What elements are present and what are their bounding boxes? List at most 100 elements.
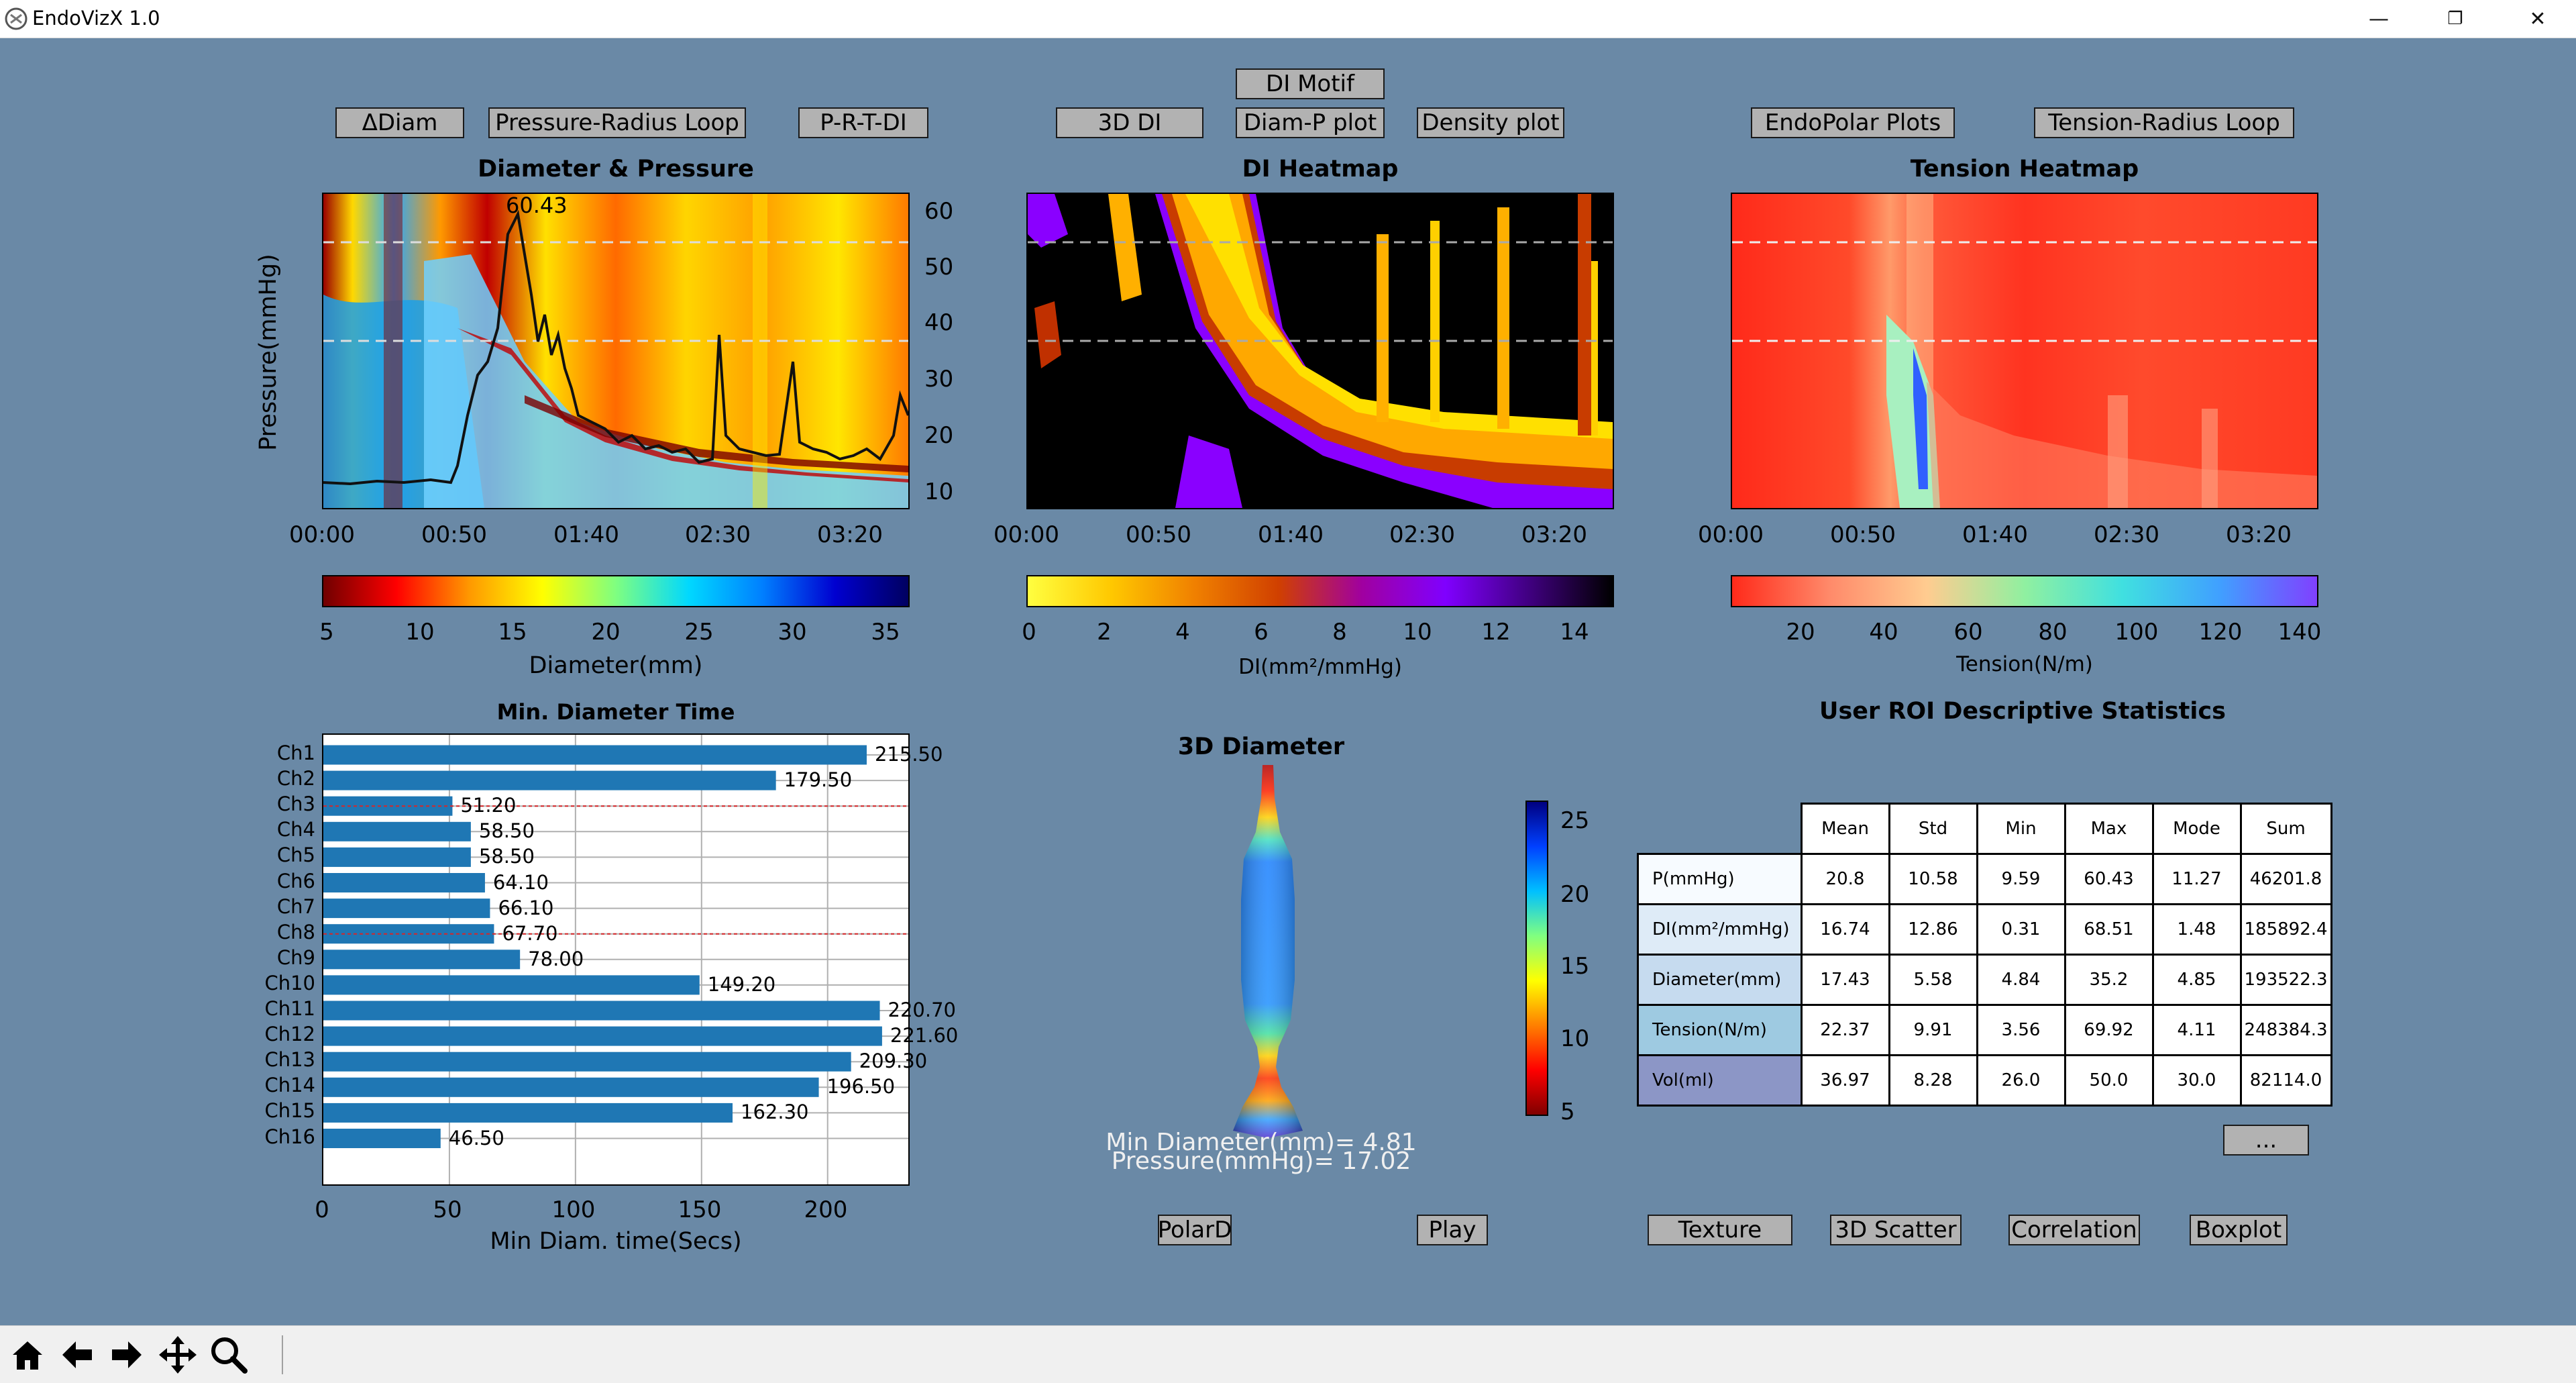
colorbar-tick: 20 (1560, 881, 1590, 908)
di-heatmap-title: DI Heatmap (1242, 156, 1399, 183)
x-tick: 00:00 (994, 521, 1059, 548)
category-label: Ch12 (264, 1023, 315, 1046)
colorbar-tick: 30 (777, 619, 807, 646)
restore-button[interactable]: ❐ (2447, 9, 2463, 29)
di-motif-button[interactable]: DI Motif (1236, 68, 1385, 99)
toolbar-separator (282, 1335, 283, 1374)
stats-cell: 16.74 (1800, 903, 1890, 956)
stats-cell: 26.0 (1976, 1054, 2066, 1107)
stats-cell: 9.59 (1976, 853, 2066, 905)
forward-arrow-icon[interactable] (105, 1333, 149, 1377)
di-heatmap-plot[interactable] (1026, 193, 1614, 509)
texture-button[interactable]: Texture (1648, 1215, 1792, 1245)
3d-diameter-vessel[interactable] (1228, 765, 1308, 1141)
pan-icon[interactable] (156, 1333, 200, 1377)
category-label: Ch2 (276, 767, 315, 790)
stats-cell: 11.27 (2151, 853, 2242, 905)
bar-value-label: 66.10 (498, 896, 554, 919)
x-tick: 02:30 (1389, 521, 1455, 548)
category-label: Ch15 (264, 1099, 315, 1123)
bar-value-label: 179.50 (784, 768, 853, 792)
stats-cell: 193522.3 (2239, 954, 2332, 1006)
3d-scatter-button[interactable]: 3D Scatter (1830, 1215, 1962, 1245)
stats-row-label: Tension(N/m) (1637, 1004, 1803, 1056)
bar-ch4 (323, 821, 471, 841)
category-label: Ch9 (276, 945, 315, 969)
stats-cell: 22.37 (1800, 1004, 1890, 1056)
endopolar-plots-button[interactable]: EndoPolar Plots (1751, 107, 1955, 138)
polard-button[interactable]: PolarD (1158, 1215, 1232, 1245)
min-diameter-time-plot[interactable] (322, 733, 910, 1186)
close-button[interactable]: ✕ (2529, 7, 2546, 31)
stats-cell: 4.84 (1976, 954, 2066, 1006)
correlation-button[interactable]: Correlation (2008, 1215, 2140, 1245)
bar-value-label: 196.50 (826, 1075, 896, 1098)
colorbar-tick: 15 (1560, 953, 1590, 980)
stats-row-label: Vol(ml) (1637, 1054, 1803, 1107)
3d-di-button[interactable]: 3D DI (1056, 107, 1203, 138)
bar-value-label: 149.20 (707, 972, 776, 996)
stats-cell: 36.97 (1800, 1054, 1890, 1107)
bar-value-label: 220.70 (888, 998, 956, 1021)
y-tick: 50 (924, 254, 954, 280)
colorbar-tick: 4 (1175, 619, 1190, 646)
stats-header: Min (1976, 803, 2066, 855)
bar-ch14 (323, 1077, 819, 1097)
stats-cell: 30.0 (2151, 1054, 2242, 1107)
x-tick: 03:20 (817, 521, 883, 548)
colorbar-tick: 60 (1953, 619, 1983, 646)
x-tick: 03:20 (2226, 521, 2292, 548)
delta-diam-button[interactable]: ΔDiam (335, 107, 464, 138)
bar-ch16 (323, 1129, 441, 1148)
bar-ch15 (323, 1103, 733, 1123)
bar-ch12 (323, 1026, 882, 1046)
stats-header: Mean (1800, 803, 1890, 855)
more-stats-button[interactable]: ... (2223, 1125, 2309, 1156)
stats-row-label: P(mmHg) (1637, 853, 1803, 905)
colorbar-tick: 35 (871, 619, 900, 646)
zoom-icon[interactable] (207, 1333, 251, 1377)
bar-ch13 (323, 1052, 851, 1072)
stats-row: Diameter(mm) 17.43 5.58 4.84 35.2 4.85 1… (1637, 954, 2332, 1006)
colorbar-tick: 2 (1097, 619, 1112, 646)
home-icon[interactable] (5, 1333, 50, 1377)
stats-cell: 8.28 (1888, 1054, 1978, 1107)
pressure-readout: Pressure(mmHg)= 17.02 (1111, 1147, 1411, 1175)
prtdi-button[interactable]: P-R-T-DI (798, 107, 928, 138)
x-tick: 01:40 (553, 521, 619, 548)
stats-cell: 5.58 (1888, 954, 1978, 1006)
y-tick: 40 (924, 309, 954, 336)
x-tick: 200 (804, 1196, 848, 1223)
stats-title: User ROI Descriptive Statistics (1819, 698, 2226, 725)
tension-radius-loop-button[interactable]: Tension-Radius Loop (2034, 107, 2294, 138)
category-label: Ch13 (264, 1048, 315, 1072)
diameter-pressure-plot[interactable]: 60.43 (322, 193, 910, 509)
bar-value-label: 51.20 (460, 794, 517, 817)
x-tick: 00:00 (289, 521, 355, 548)
x-tick: 00:00 (1698, 521, 1764, 548)
stats-cell: 248384.3 (2239, 1004, 2332, 1056)
stats-table: Mean Std Min Max Mode Sum P(mmHg) 20.8 1… (1637, 803, 2332, 1107)
stats-cell: 1.48 (2151, 903, 2242, 956)
bar-value-label: 162.30 (741, 1100, 809, 1124)
colorbar-tick: 100 (2114, 619, 2159, 646)
category-label: Ch6 (276, 869, 315, 892)
min-diameter-readout: Min Diameter(mm)= 4.81 (1106, 1129, 1417, 1156)
colorbar-tick: 40 (1869, 619, 1898, 646)
x-tick: 02:30 (2094, 521, 2159, 548)
category-label: Ch3 (276, 792, 315, 816)
boxplot-button[interactable]: Boxplot (2190, 1215, 2288, 1245)
colorbar-tick: 10 (1403, 619, 1432, 646)
play-button[interactable]: Play (1417, 1215, 1488, 1245)
x-tick: 00:50 (1126, 521, 1191, 548)
diam-p-plot-button[interactable]: Diam-P plot (1236, 107, 1385, 138)
tension-heatmap-plot[interactable] (1731, 193, 2318, 509)
stats-header: Sum (2239, 803, 2332, 855)
minimize-button[interactable]: — (2369, 7, 2389, 31)
pressure-radius-loop-button[interactable]: Pressure-Radius Loop (488, 107, 746, 138)
stats-row-label: DI(mm²/mmHg) (1637, 903, 1803, 956)
density-plot-button[interactable]: Density plot (1417, 107, 1564, 138)
bar-ch2 (323, 770, 776, 790)
3d-diameter-title: 3D Diameter (1177, 733, 1345, 760)
back-arrow-icon[interactable] (55, 1333, 99, 1377)
